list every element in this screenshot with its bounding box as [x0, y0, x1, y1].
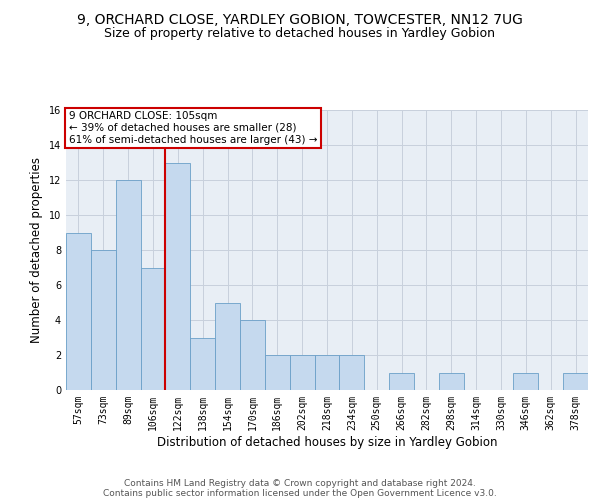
Bar: [563, 372, 588, 390]
Bar: [91, 250, 116, 390]
Text: Contains public sector information licensed under the Open Government Licence v3: Contains public sector information licen…: [103, 488, 497, 498]
Bar: [340, 355, 364, 390]
Bar: [116, 180, 140, 390]
Bar: [66, 232, 91, 390]
Bar: [514, 372, 538, 390]
Bar: [140, 268, 166, 390]
Bar: [389, 372, 414, 390]
Bar: [439, 372, 464, 390]
Y-axis label: Number of detached properties: Number of detached properties: [30, 157, 43, 343]
Bar: [240, 320, 265, 390]
Bar: [166, 162, 190, 390]
Bar: [314, 355, 340, 390]
Text: 9 ORCHARD CLOSE: 105sqm
← 39% of detached houses are smaller (28)
61% of semi-de: 9 ORCHARD CLOSE: 105sqm ← 39% of detache…: [68, 112, 317, 144]
Bar: [215, 302, 240, 390]
Text: Size of property relative to detached houses in Yardley Gobion: Size of property relative to detached ho…: [104, 28, 496, 40]
X-axis label: Distribution of detached houses by size in Yardley Gobion: Distribution of detached houses by size …: [157, 436, 497, 448]
Bar: [190, 338, 215, 390]
Text: Contains HM Land Registry data © Crown copyright and database right 2024.: Contains HM Land Registry data © Crown c…: [124, 478, 476, 488]
Text: 9, ORCHARD CLOSE, YARDLEY GOBION, TOWCESTER, NN12 7UG: 9, ORCHARD CLOSE, YARDLEY GOBION, TOWCES…: [77, 12, 523, 26]
Bar: [290, 355, 314, 390]
Bar: [265, 355, 290, 390]
